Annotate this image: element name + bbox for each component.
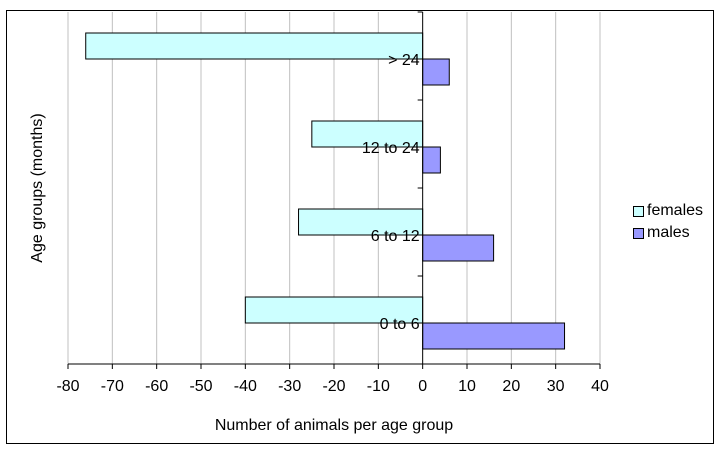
legend-item-males: males <box>633 222 703 244</box>
x-tick-label: -80 <box>56 378 79 395</box>
category-labels: 0 to 6 6 to 12 12 to 24 > 24 <box>362 52 420 333</box>
x-tick-label: -10 <box>367 378 390 395</box>
x-tick-label: 20 <box>502 378 520 395</box>
bar-males-1 <box>422 234 495 262</box>
legend-label-males: males <box>647 224 690 241</box>
bar-females-0 <box>244 296 424 324</box>
legend-swatch-females <box>633 205 644 217</box>
x-tick-label: -60 <box>145 378 168 395</box>
x-tick-label: 0 <box>418 378 427 395</box>
category-label: 6 to 12 <box>371 228 420 245</box>
category-label: 12 to 24 <box>362 140 420 157</box>
legend-swatch-males <box>633 227 644 239</box>
y-axis-title: Age groups (months) <box>29 113 46 262</box>
x-tick-label: -30 <box>278 378 301 395</box>
category-label: > 24 <box>388 52 420 69</box>
x-axis-title: Number of animals per age group <box>215 417 453 434</box>
bar-males-0 <box>422 322 566 350</box>
x-tick-label: -40 <box>234 378 257 395</box>
x-tick-label: -20 <box>322 378 345 395</box>
legend-item-females: females <box>633 200 703 222</box>
x-tick-labels: -80 -70 -60 -50 -40 -30 -20 -10 0 10 20 30 40 <box>56 378 609 395</box>
legend-label-females: females <box>647 202 704 219</box>
x-tick-label: 40 <box>591 378 609 395</box>
x-tick-label: -50 <box>189 378 212 395</box>
bar-males-3 <box>422 58 450 86</box>
bar-females-2 <box>311 120 424 148</box>
legend: females males <box>633 200 703 244</box>
bar-females-3 <box>85 32 424 60</box>
x-tick-label: 30 <box>547 378 565 395</box>
bar-males-2 <box>422 146 441 174</box>
x-tick-label: -70 <box>101 378 124 395</box>
axes <box>67 11 601 369</box>
bar-females-1 <box>298 208 424 236</box>
category-label: 0 to 6 <box>380 316 420 333</box>
bars <box>85 32 566 350</box>
x-tick-label: 10 <box>458 378 476 395</box>
